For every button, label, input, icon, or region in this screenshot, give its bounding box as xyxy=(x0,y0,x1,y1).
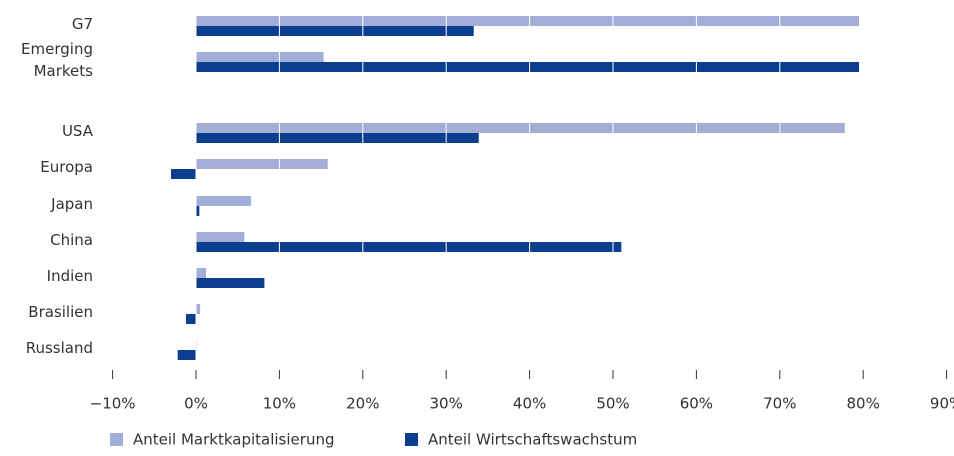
y-tick-label: China xyxy=(50,231,93,249)
bar xyxy=(196,26,474,36)
y-tick-label: G7 xyxy=(71,15,93,33)
x-tick-label: 80% xyxy=(847,395,880,413)
bar xyxy=(196,196,252,206)
x-tick-label: 30% xyxy=(430,395,463,413)
bar xyxy=(196,16,860,26)
legend-label: Anteil Marktkapitalisierung xyxy=(133,431,334,449)
bar xyxy=(196,268,207,278)
x-tick-label: −10% xyxy=(90,395,136,413)
y-tick-label: Russland xyxy=(25,339,93,357)
y-tick-label: Emerging Markets xyxy=(21,40,93,80)
x-tick-label: 20% xyxy=(346,395,379,413)
bar xyxy=(196,304,201,314)
x-tick-label: 0% xyxy=(184,395,208,413)
x-tick-label: 40% xyxy=(513,395,546,413)
y-tick-label: Europa xyxy=(40,158,93,176)
y-tick-label: Indien xyxy=(46,267,93,285)
x-tick-label: 90% xyxy=(930,395,954,413)
bar xyxy=(196,123,845,133)
x-tick-label: 70% xyxy=(763,395,796,413)
bar xyxy=(196,206,200,216)
bar xyxy=(196,62,860,72)
bar xyxy=(177,350,196,360)
y-tick-label: USA xyxy=(61,122,93,140)
y-tick-label: Brasilien xyxy=(28,303,93,321)
bar xyxy=(196,133,479,143)
bar xyxy=(196,278,265,288)
bar xyxy=(170,169,196,179)
legend-swatch xyxy=(405,433,418,446)
x-tick-label: 10% xyxy=(263,395,296,413)
x-tick-label: 50% xyxy=(596,395,629,413)
legend-label: Anteil Wirtschaftswachstum xyxy=(428,431,637,449)
bar xyxy=(185,314,196,324)
legend-swatch xyxy=(110,433,123,446)
bar xyxy=(196,242,622,252)
x-tick-label: 60% xyxy=(680,395,713,413)
bar xyxy=(196,232,245,242)
y-tick-label: Japan xyxy=(51,195,93,213)
bar xyxy=(196,52,324,62)
bar xyxy=(196,159,328,169)
